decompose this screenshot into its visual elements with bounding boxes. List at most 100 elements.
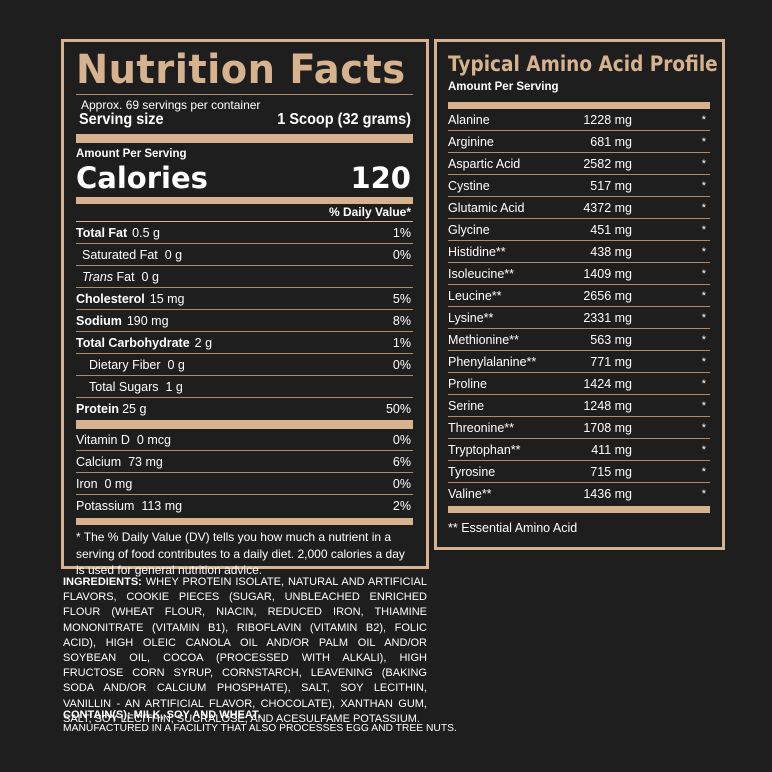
- nutrient-dv: 1%: [392, 335, 411, 350]
- amino-amount: 1424 mg: [583, 376, 632, 391]
- amino-row: Glycine 451 mg *: [448, 218, 710, 240]
- amino-name: Isoleucine**: [448, 266, 515, 281]
- nutrient-name: Total Carbohydrate: [76, 335, 190, 350]
- amino-name: Tryptophan**: [448, 442, 521, 457]
- nutrient-name: Saturated Fat: [82, 247, 158, 262]
- nutrient-amount: 15 mg: [149, 291, 185, 306]
- vitamin-list: Vitamin D 0 mcg 0% Calcium 73 mg 6% Iron…: [76, 429, 413, 516]
- vitamin-amount: 73 mg: [128, 454, 163, 469]
- amino-name: Methionine**: [448, 332, 519, 347]
- nutrient-name: Cholesterol: [76, 291, 145, 306]
- amino-dv: *: [701, 355, 706, 368]
- vitamin-row-vitamin-d: Vitamin D 0 mcg 0%: [76, 429, 413, 450]
- amino-amount: 2582 mg: [583, 156, 632, 171]
- amino-row: Leucine** 2656 mg *: [448, 284, 710, 306]
- nutrient-amount: 2 g: [194, 335, 213, 350]
- vitamin-name: Potassium: [76, 498, 135, 513]
- servings-per-container: Approx. 69 servings per container: [81, 98, 261, 112]
- nutrient-amount: 0.5 g: [132, 225, 160, 240]
- nutrient-row-trans-fat: Trans Fat 0 g: [76, 265, 413, 287]
- vitamin-dv: 2%: [392, 498, 411, 513]
- amino-acid-list: Alanine 1228 mg * Arginine 681 mg * Aspartic…: [448, 109, 710, 504]
- calories-value: 120: [350, 161, 411, 195]
- ingredients-label: INGREDIENTS:: [63, 576, 142, 588]
- amino-name: Tyrosine: [448, 464, 496, 479]
- amino-amount: 563 mg: [590, 332, 632, 347]
- amino-dv: *: [701, 487, 706, 500]
- amino-row: Proline 1424 mg *: [448, 372, 710, 394]
- nutrient-amount: 1 g: [165, 379, 183, 394]
- amino-amount: 1436 mg: [583, 486, 632, 501]
- nutrient-name: Dietary Fiber: [89, 357, 161, 372]
- nutrient-amount: 0 g: [167, 357, 185, 372]
- nutrient-list: Total Fat 0.5 g 1% Saturated Fat 0 g 0% T…: [76, 221, 413, 419]
- amino-row: Cystine 517 mg *: [448, 174, 710, 196]
- nutrient-name: Total Fat: [76, 225, 128, 240]
- nutrient-name-italic: Trans: [82, 269, 114, 284]
- amino-name: Leucine**: [448, 288, 502, 303]
- nutrient-amount: 190 mg: [126, 313, 169, 328]
- facility-warning: MANUFACTURED IN A FACILITY THAT ALSO PRO…: [63, 723, 457, 734]
- amino-row: Valine** 1436 mg *: [448, 482, 710, 504]
- amino-name: Cystine: [448, 178, 490, 193]
- amino-dv: *: [701, 421, 706, 434]
- amino-row: Serine 1248 mg *: [448, 394, 710, 416]
- amino-name: Glutamic Acid: [448, 200, 525, 215]
- serving-size-value: 1 Scoop (32 grams): [277, 111, 411, 129]
- amino-dv: *: [701, 311, 706, 324]
- thick-divider: [76, 197, 413, 204]
- nutrient-row-protein: Protein 25 g 50%: [76, 397, 413, 419]
- amino-row: Lysine** 2331 mg *: [448, 306, 710, 328]
- calories-row: Calories 120: [76, 161, 413, 193]
- amino-amount-per-serving: Amount Per Serving: [448, 81, 559, 93]
- amino-dv: *: [701, 135, 706, 148]
- calories-label: Calories: [76, 161, 208, 195]
- nutrient-dv: 0%: [392, 357, 411, 372]
- amino-row: Arginine 681 mg *: [448, 130, 710, 152]
- amino-name: Lysine**: [448, 310, 494, 325]
- vitamin-row-calcium: Calcium 73 mg 6%: [76, 450, 413, 472]
- nutrient-row-dietary-fiber: Dietary Fiber 0 g 0%: [76, 353, 413, 375]
- amino-amount: 681 mg: [590, 134, 632, 149]
- amino-row: Threonine** 1708 mg *: [448, 416, 710, 438]
- amino-dv: *: [701, 223, 706, 236]
- vitamin-row-potassium: Potassium 113 mg 2%: [76, 494, 413, 516]
- amino-amount: 451 mg: [590, 222, 632, 237]
- nutrient-dv: 0%: [392, 247, 411, 262]
- nutrient-name-suffix: Fat: [113, 269, 135, 284]
- amino-amount: 1708 mg: [583, 420, 632, 435]
- nutrition-facts-panel: Nutrition Facts Approx. 69 servings per …: [61, 39, 429, 577]
- amino-amount: 1228 mg: [583, 112, 632, 127]
- amino-name: Glycine: [448, 222, 490, 237]
- amino-dv: *: [701, 377, 706, 390]
- amino-row: Histidine** 438 mg *: [448, 240, 710, 262]
- amino-dv: *: [701, 289, 706, 302]
- amino-dv: *: [701, 157, 706, 170]
- amino-amount: 4372 mg: [583, 200, 632, 215]
- vitamin-dv: 6%: [392, 454, 411, 469]
- amino-dv: *: [701, 333, 706, 346]
- amino-name: Valine**: [448, 486, 492, 501]
- amino-amount: 771 mg: [590, 354, 632, 369]
- amino-acid-title: Typical Amino Acid Profile: [448, 52, 718, 77]
- ingredients-list: WHEY PROTEIN ISOLATE, NATURAL AND ARTIFI…: [63, 576, 428, 725]
- amino-dv: *: [701, 245, 706, 258]
- allergen-contains: CONTAIN(S): MILK, SOY AND WHEAT.: [63, 709, 261, 721]
- vitamin-row-iron: Iron 0 mg 0%: [76, 472, 413, 494]
- vitamin-amount: 0 mg: [104, 476, 133, 491]
- nutrient-dv: 8%: [392, 313, 411, 328]
- amino-name: Histidine**: [448, 244, 506, 259]
- amino-name: Serine: [448, 398, 485, 413]
- nutrition-facts-title: Nutrition Facts: [76, 47, 406, 93]
- amino-amount: 1409 mg: [583, 266, 632, 281]
- amino-row: Tryptophan** 411 mg *: [448, 438, 710, 460]
- amino-amount: 517 mg: [590, 178, 632, 193]
- vitamin-name: Calcium: [76, 454, 122, 469]
- nutrient-name: Protein: [76, 401, 120, 416]
- nutrient-row-total-carbohydrate: Total Carbohydrate 2 g 1%: [76, 331, 413, 353]
- amino-dv: *: [701, 201, 706, 214]
- amino-row: Glutamic Acid 4372 mg *: [448, 196, 710, 218]
- nutrient-row-total-fat: Total Fat 0.5 g 1%: [76, 221, 413, 243]
- amino-dv: *: [701, 399, 706, 412]
- amino-row: Aspartic Acid 2582 mg *: [448, 152, 710, 174]
